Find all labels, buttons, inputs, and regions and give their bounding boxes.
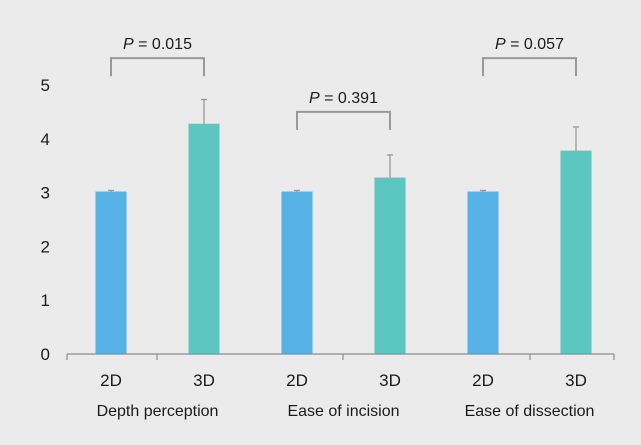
- bar-2d: [467, 191, 499, 354]
- category-label: Depth perception: [97, 403, 219, 420]
- x-tick-label: 3D: [193, 371, 215, 390]
- significance-bracket: [110, 57, 205, 77]
- y-tick-label: 1: [41, 291, 50, 310]
- y-tick-label: 5: [41, 76, 50, 95]
- bars: [95, 98, 592, 355]
- p-value-label: P = 0.391: [309, 90, 378, 107]
- x-tick-label: 2D: [100, 371, 122, 390]
- p-value-text: = 0.015: [134, 36, 192, 53]
- category-label: Ease of incision: [287, 403, 399, 420]
- p-symbol: P: [123, 36, 134, 53]
- p-value-label: P = 0.057: [495, 36, 564, 53]
- bar-3d: [560, 150, 592, 354]
- p-symbol: P: [309, 90, 320, 107]
- bar-2d: [281, 191, 313, 354]
- x-tick-label: 3D: [565, 371, 587, 390]
- x-axis: 2D 3D Depth perception 2D 3D Ease of incision…: [66, 353, 615, 420]
- p-value-text: = 0.391: [320, 90, 378, 107]
- x-tick-label: 2D: [472, 371, 494, 390]
- p-value-label: P = 0.015: [123, 36, 192, 53]
- y-tick-label: 0: [41, 345, 50, 364]
- x-tick-label: 3D: [379, 371, 401, 390]
- category-label: Ease of dissection: [465, 403, 595, 420]
- p-symbol: P: [495, 36, 506, 53]
- bar-3d: [374, 177, 406, 354]
- significance-bracket: [296, 110, 391, 130]
- p-value-text: = 0.057: [506, 36, 564, 53]
- y-tick-label: 4: [41, 130, 50, 149]
- x-tick-label: 2D: [286, 371, 308, 390]
- y-tick-label: 2: [41, 237, 50, 256]
- bar-3d: [188, 123, 220, 355]
- bar-2d: [95, 191, 127, 354]
- y-axis: 0 1 2 3 4 5: [41, 76, 50, 364]
- y-tick-label: 3: [41, 184, 50, 203]
- significance-bracket: [482, 57, 577, 77]
